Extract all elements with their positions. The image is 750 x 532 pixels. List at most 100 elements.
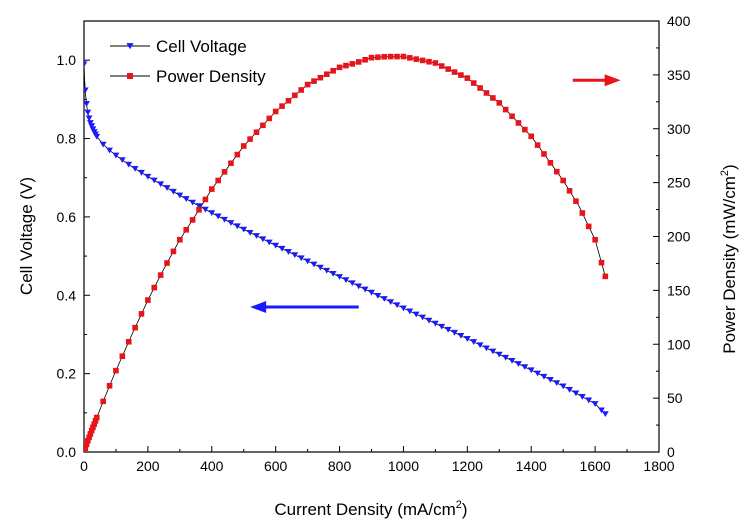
legend: Cell Voltage Power Density — [110, 37, 266, 86]
y-right-tick-label: 0 — [667, 444, 675, 460]
data-point — [591, 401, 599, 407]
data-point — [572, 390, 580, 397]
series-cell-voltage — [84, 61, 609, 418]
data-point — [457, 332, 465, 339]
y-right-tick-label: 250 — [667, 175, 691, 191]
data-point — [400, 53, 407, 60]
arrow-head — [250, 301, 267, 314]
data-point — [490, 95, 496, 101]
data-point — [419, 57, 426, 64]
data-point — [145, 297, 151, 303]
data-point — [458, 72, 464, 78]
data-point — [375, 54, 381, 61]
series-line — [84, 56, 606, 452]
arrow-head — [604, 74, 621, 87]
data-point — [85, 437, 91, 444]
data-point — [342, 277, 350, 284]
data-point — [368, 54, 375, 61]
data-point — [470, 339, 478, 345]
data-point — [227, 220, 235, 226]
data-point — [451, 329, 458, 336]
data-point — [253, 129, 260, 135]
data-point — [323, 267, 331, 274]
data-point — [336, 64, 343, 71]
legend-marker-power-density — [127, 73, 133, 79]
data-point — [585, 223, 592, 230]
data-point — [426, 58, 432, 65]
data-point — [502, 106, 509, 113]
data-point — [546, 377, 554, 383]
x-tick-label: 1800 — [643, 458, 674, 474]
data-point — [84, 100, 90, 107]
series-layer — [84, 53, 609, 452]
x-axis-title: Current Density (mA/cm2) — [274, 499, 467, 519]
y-axis-left-ticks: 0.0 0.2 0.4 0.6 0.8 1.0 — [57, 20, 90, 460]
y-right-tick-label: 150 — [667, 282, 691, 298]
data-point — [112, 152, 120, 159]
data-point — [368, 289, 375, 296]
data-point — [419, 314, 427, 321]
data-point — [221, 169, 228, 175]
data-point — [87, 431, 94, 437]
data-point — [93, 414, 100, 421]
data-point — [336, 274, 343, 280]
data-point — [601, 411, 609, 418]
y-axis-right-ticks: 0 50 100 150 200 250 300 350 400 — [653, 13, 691, 460]
x-tick-label: 1400 — [516, 458, 547, 474]
data-point — [138, 169, 145, 176]
x-tick-label: 400 — [200, 458, 224, 474]
data-point — [560, 177, 566, 184]
data-point — [260, 122, 266, 129]
data-point — [253, 233, 260, 239]
y-left-tick-label: 0.4 — [57, 287, 77, 303]
data-point — [477, 85, 483, 91]
y-right-tick-label: 400 — [667, 13, 691, 29]
data-point — [476, 342, 484, 349]
data-point — [84, 61, 88, 68]
data-point — [464, 75, 471, 81]
data-point — [553, 380, 561, 387]
data-point — [540, 373, 548, 380]
data-point — [407, 55, 413, 61]
data-point — [85, 115, 93, 122]
y-left-tick-label: 0.8 — [57, 131, 77, 147]
data-point — [444, 326, 452, 333]
data-point — [483, 90, 490, 96]
data-point — [304, 258, 312, 265]
x-tick-label: 1000 — [388, 458, 419, 474]
data-point — [247, 136, 253, 142]
data-point — [470, 80, 477, 86]
data-point — [527, 367, 535, 374]
x-tick-label: 800 — [328, 458, 352, 474]
data-point — [100, 398, 106, 405]
data-point — [323, 71, 330, 78]
y-axis-left-title: Cell Voltage (V) — [17, 177, 36, 295]
data-point — [272, 242, 280, 249]
data-point — [559, 383, 567, 390]
data-point — [393, 302, 401, 309]
data-point — [170, 188, 177, 195]
data-point — [598, 259, 605, 266]
arrow-right — [572, 74, 621, 87]
data-point — [361, 286, 369, 293]
data-point — [522, 126, 528, 133]
data-point — [311, 78, 317, 84]
data-point — [131, 165, 139, 172]
data-point — [90, 424, 96, 431]
data-point — [541, 151, 547, 157]
data-point — [118, 157, 126, 163]
data-point — [86, 120, 94, 126]
data-point — [176, 192, 184, 199]
data-point — [164, 260, 170, 266]
data-point — [515, 361, 522, 367]
data-point — [106, 147, 113, 154]
data-point — [412, 311, 420, 318]
data-point — [592, 236, 598, 243]
data-point — [355, 283, 363, 290]
y-right-tick-label: 100 — [667, 336, 691, 352]
y-axis-right-title: Power Density (mW/cm2) — [719, 164, 739, 353]
data-point — [279, 103, 285, 109]
y-right-tick-label: 200 — [667, 229, 691, 245]
data-point — [157, 272, 164, 278]
